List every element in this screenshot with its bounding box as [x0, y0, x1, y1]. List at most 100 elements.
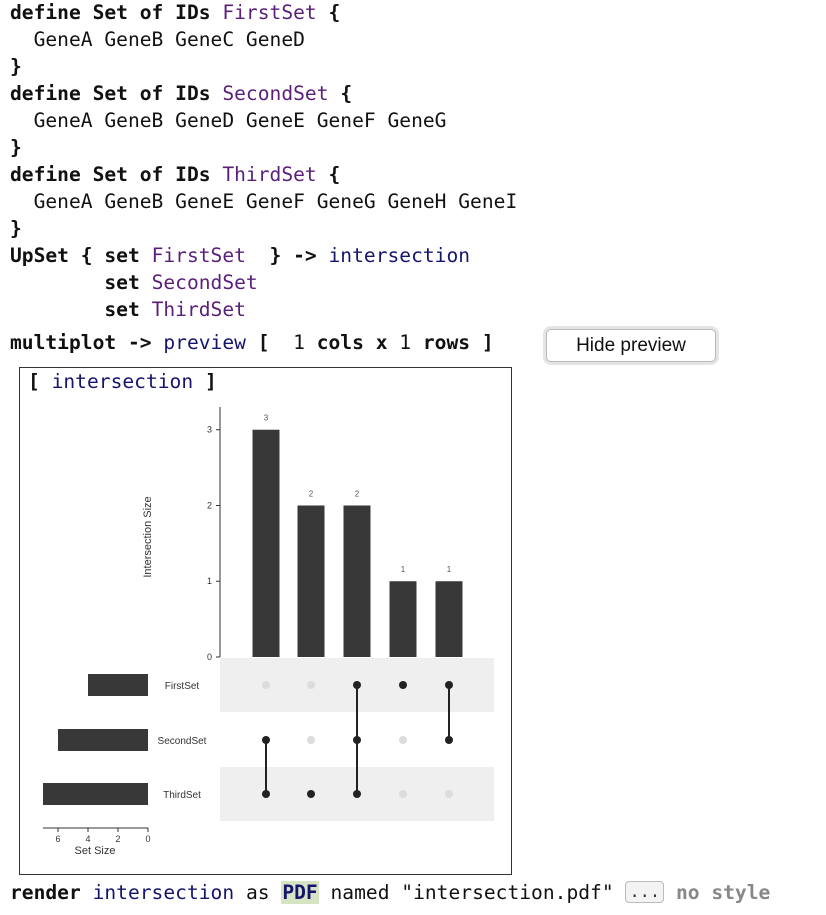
close-brace: }: [10, 55, 22, 78]
matrix-dot-active: [445, 681, 453, 689]
matrix-dot-inactive: [399, 736, 407, 744]
options-button[interactable]: ...: [625, 881, 665, 903]
y-axis-label: Intersection Size: [142, 496, 154, 577]
matrix-dot-inactive: [445, 790, 453, 798]
intersection-bar: [389, 581, 417, 657]
set-reference[interactable]: ThirdSet: [151, 298, 246, 321]
define-keyword: define Set of IDs: [10, 1, 211, 24]
set-name[interactable]: ThirdSet: [222, 163, 317, 186]
intersection-bar: [343, 505, 371, 657]
set-reference[interactable]: FirstSet: [151, 244, 246, 267]
define-keyword: define Set of IDs: [10, 82, 211, 105]
bar-value-label: 3: [264, 414, 269, 423]
arrow: ->: [293, 244, 317, 267]
upset-set-line: set SecondSet: [10, 271, 258, 295]
matrix-dot-active: [307, 790, 315, 798]
bar-value-label: 2: [355, 489, 360, 498]
preview-name[interactable]: preview: [163, 331, 246, 354]
preview-panel: [ intersection ] 0 1 2 3 Intersection Size 3 2…: [19, 367, 512, 875]
set-reference[interactable]: SecondSet: [151, 271, 258, 294]
set-size-bar: [88, 674, 148, 696]
set-size-tick-label: 4: [85, 834, 90, 844]
y-tick-label: 1: [207, 576, 212, 586]
format-pdf[interactable]: PDF: [281, 881, 319, 904]
hide-preview-button[interactable]: Hide preview: [546, 329, 716, 362]
multiplot-line: multiplot -> preview [ 1 cols x 1 rows ]: [10, 331, 494, 355]
intersection-bar: [252, 429, 280, 657]
open-bracket: [: [257, 331, 270, 354]
close-brace: }: [269, 244, 282, 267]
matrix-dot-active: [353, 681, 361, 689]
matrix-dot-inactive: [307, 736, 315, 744]
set-name[interactable]: SecondSet: [222, 82, 329, 105]
intersection-bar: [435, 581, 463, 657]
close-bracket: ]: [204, 370, 217, 393]
secondset-members[interactable]: GeneA GeneB GeneD GeneE GeneF GeneG: [10, 109, 447, 133]
bar-value-label: 1: [401, 565, 406, 574]
members-text: GeneA GeneB GeneD GeneE GeneF GeneG: [33, 109, 447, 132]
y-tick-label: 3: [207, 425, 212, 435]
define-thirdset-line: define Set of IDs ThirdSet {: [10, 163, 340, 187]
preview-title: [ intersection ]: [28, 370, 217, 394]
preview-title-name: intersection: [51, 370, 194, 393]
rows-keyword: rows: [422, 331, 471, 354]
matrix-dot-inactive: [262, 681, 270, 689]
set-size-tick-label: 6: [55, 834, 60, 844]
matrix-dot-inactive: [399, 790, 407, 798]
cols-keyword: cols x: [316, 331, 388, 354]
matrix-dot-active: [353, 736, 361, 744]
set-keyword: set: [104, 271, 140, 294]
matrix-dot-active: [353, 790, 361, 798]
set-size-tick-label: 2: [115, 834, 120, 844]
set-size-axis-label: Set Size: [75, 845, 116, 857]
close-bracket: ]: [481, 331, 494, 354]
firstset-members[interactable]: GeneA GeneB GeneC GeneD: [10, 28, 305, 52]
close-brace: }: [10, 217, 22, 240]
thirdset-members[interactable]: GeneA GeneB GeneE GeneF GeneG GeneH Gene…: [10, 190, 518, 214]
upset-line: UpSet { set FirstSet } -> intersection: [10, 244, 470, 268]
render-target[interactable]: intersection: [92, 881, 235, 904]
close-brace: }: [10, 136, 22, 159]
no-style-label[interactable]: no style: [675, 881, 771, 904]
define-secondset-line: define Set of IDs SecondSet {: [10, 82, 352, 106]
set-name[interactable]: FirstSet: [222, 1, 317, 24]
members-text: GeneA GeneB GeneE GeneF GeneG GeneH Gene…: [33, 190, 518, 213]
set-name-label: SecondSet: [158, 736, 207, 747]
y-tick-label: 2: [207, 500, 212, 510]
set-size-bar: [43, 783, 148, 805]
set-name-label: FirstSet: [165, 681, 200, 692]
filename[interactable]: "intersection.pdf": [401, 881, 614, 904]
set-name-label: ThirdSet: [163, 790, 201, 801]
open-brace: {: [328, 1, 341, 24]
upset-plot: 0 1 2 3 Intersection Size 3 2 2 1 1 FirstSet Second…: [43, 407, 494, 857]
define-keyword: define Set of IDs: [10, 163, 211, 186]
matrix-dot-active: [262, 790, 270, 798]
rows-value[interactable]: 1: [399, 331, 412, 354]
render-keyword: render: [10, 881, 81, 904]
bar-value-label: 2: [309, 489, 314, 498]
matrix-dot-active: [445, 736, 453, 744]
intersection-bar: [297, 505, 325, 657]
set-keyword: set: [104, 244, 140, 267]
cols-value[interactable]: 1: [293, 331, 305, 354]
open-brace: {: [328, 163, 341, 186]
set-keyword: set: [104, 298, 140, 321]
named-keyword: named: [330, 881, 390, 904]
arrow: ->: [127, 331, 152, 354]
define-firstset-line: define Set of IDs FirstSet {: [10, 1, 340, 25]
upset-set-line: set ThirdSet: [10, 298, 246, 322]
bar-value-label: 1: [447, 565, 452, 574]
matrix-dot-active: [262, 736, 270, 744]
render-line: render intersection as PDF named "inters…: [10, 881, 770, 905]
set-size-tick-label: 0: [145, 834, 150, 844]
members-text: GeneA GeneB GeneC GeneD: [33, 28, 305, 51]
output-name[interactable]: intersection: [328, 244, 471, 267]
matrix-dot-active: [399, 681, 407, 689]
upset-keyword: UpSet {: [10, 244, 93, 267]
multiplot-keyword: multiplot: [10, 331, 117, 354]
y-tick-label: 0: [207, 652, 212, 662]
matrix-dot-inactive: [307, 681, 315, 689]
set-size-bar: [58, 729, 148, 751]
as-keyword: as: [245, 881, 270, 904]
open-brace: {: [340, 82, 353, 105]
